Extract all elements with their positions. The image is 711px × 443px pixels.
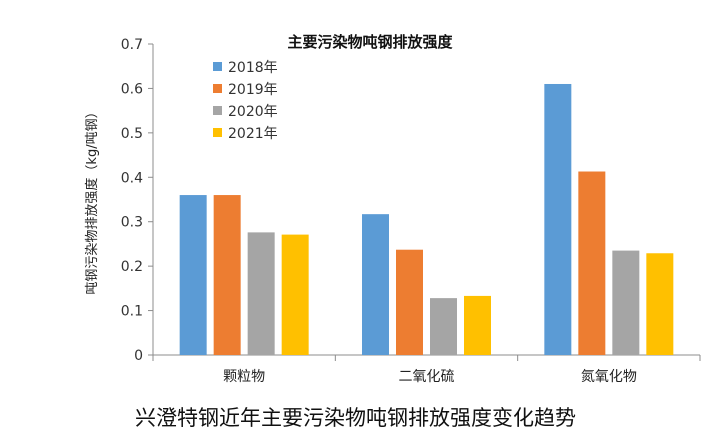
legend-label: 2021年 — [228, 126, 278, 142]
bar — [612, 250, 640, 355]
bar — [247, 232, 275, 355]
y-tick-label: 0 — [134, 348, 143, 364]
bar — [646, 253, 674, 355]
legend-label: 2019年 — [228, 82, 278, 98]
chart-title: 主要污染物吨钢排放强度 — [287, 33, 453, 51]
y-tick-label: 0.4 — [121, 170, 143, 186]
axes: 0 0.1 0.2 0.3 0.4 0.5 0.6 0.7 颗粒物 二氧化硫 氮氧化物 — [121, 37, 701, 385]
legend-swatch — [213, 62, 222, 71]
bar — [578, 171, 606, 355]
bar — [362, 214, 389, 355]
legend-swatch — [213, 84, 222, 93]
legend-label: 2018年 — [228, 60, 278, 76]
legend-label: 2020年 — [228, 104, 278, 120]
x-category-label: 氮氧化物 — [581, 369, 637, 385]
y-tick-label: 0.6 — [121, 81, 143, 97]
x-category-label: 二氧化硫 — [399, 369, 455, 385]
y-axis-label: 吨钢污染物排放强度（kg/吨钢） — [84, 105, 100, 294]
pollutant-intensity-chart: 主要污染物吨钢排放强度 吨钢污染物排放强度（kg/吨钢） 00.10.20.30… — [84, 33, 701, 385]
bar — [544, 83, 572, 355]
legend: 2018年 2019年 2020年 2021年 — [213, 60, 278, 142]
bars — [179, 83, 674, 355]
legend-swatch — [213, 106, 222, 115]
x-category-label: 颗粒物 — [223, 369, 265, 385]
y-tick-label: 0.2 — [121, 259, 143, 275]
bar — [430, 298, 457, 355]
bar — [464, 295, 491, 355]
y-tick-label: 0.5 — [121, 126, 143, 142]
figure-caption: 兴澄特钢近年主要污染物吨钢排放强度变化趋势 — [135, 406, 576, 430]
y-tick-label: 0.3 — [121, 215, 143, 231]
y-tick-label: 0.1 — [121, 304, 143, 320]
y-tick-label: 0.7 — [121, 37, 143, 53]
bar — [396, 249, 423, 355]
bar — [179, 195, 207, 355]
bar — [281, 234, 309, 355]
legend-swatch — [213, 128, 222, 137]
bar — [213, 195, 241, 355]
